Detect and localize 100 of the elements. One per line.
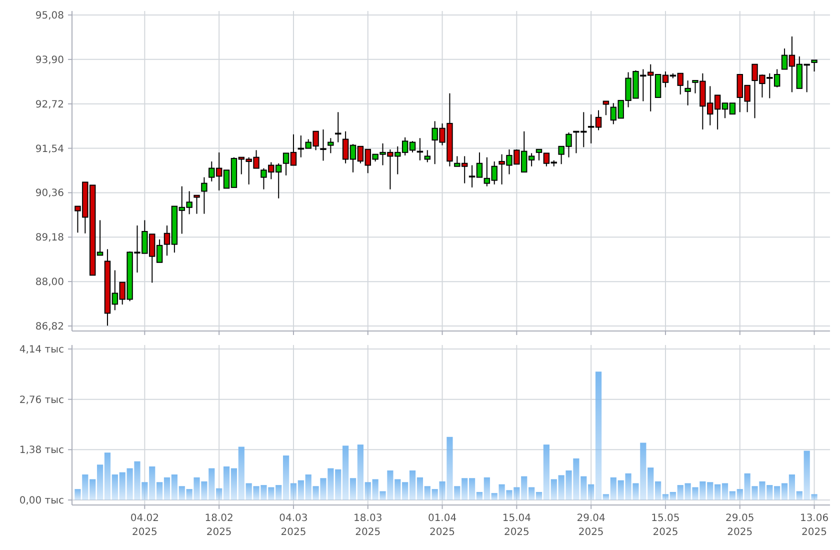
bar (402, 482, 408, 500)
bar (729, 491, 736, 500)
bar (722, 483, 728, 500)
bar (528, 487, 535, 500)
y-tick-label: 95,08 (35, 10, 64, 22)
candlestick (201, 176, 208, 214)
bar (766, 485, 773, 500)
bar (335, 469, 342, 500)
y-tick-label: 0,00 тыс (19, 496, 64, 506)
x-tick-label: 18.02 2025 (204, 513, 234, 538)
x-tick-label: 04.02 2025 (130, 513, 159, 538)
bar (223, 466, 230, 500)
bar (759, 481, 766, 500)
x-tick-label: 18.03 2025 (354, 513, 382, 538)
bar (305, 474, 312, 500)
bar (164, 477, 170, 500)
bar (216, 488, 222, 500)
x-tick-label: 29.05 2025 (726, 513, 754, 538)
bar (774, 486, 780, 500)
bar (104, 452, 111, 500)
candlestick (602, 100, 610, 116)
bar (142, 482, 148, 500)
bar (804, 450, 810, 500)
x-tick-label: 15.04 2025 (502, 513, 531, 538)
bar (387, 470, 394, 500)
bar (372, 479, 378, 500)
bar (514, 487, 520, 500)
bar (276, 485, 282, 500)
bar (692, 487, 698, 500)
bar (342, 446, 349, 500)
x-tick-label: 13.06 2025 (800, 513, 829, 538)
bar (416, 477, 424, 500)
bar (550, 479, 557, 500)
bar (640, 442, 646, 500)
bar (380, 491, 386, 500)
bar (670, 492, 676, 500)
bar (566, 470, 572, 500)
bar (684, 483, 691, 500)
bar (74, 489, 81, 500)
bar (506, 490, 512, 500)
x-tick-label: 15.05 2025 (651, 513, 680, 538)
bar (454, 486, 460, 500)
bar (432, 489, 438, 500)
bar (171, 474, 178, 500)
bar (618, 480, 624, 500)
bar (246, 483, 252, 500)
bar (468, 478, 476, 500)
bar (119, 472, 126, 500)
y-tick-label: 92,72 (35, 99, 64, 110)
bar (253, 486, 260, 500)
bar (521, 476, 528, 500)
bar (446, 436, 453, 500)
bar (156, 482, 163, 500)
candlestick (328, 138, 334, 154)
bar (491, 493, 498, 500)
y-tick-label: 91,54 (35, 144, 64, 155)
x-tick-label: 04.03 2025 (279, 513, 308, 538)
bar (543, 444, 550, 500)
bar (662, 494, 669, 500)
bar (312, 486, 319, 500)
candlestick (194, 194, 200, 214)
bar (328, 468, 334, 500)
bar (364, 482, 371, 500)
bar (186, 489, 192, 500)
bar (290, 483, 297, 500)
bar (320, 478, 326, 500)
bar (498, 484, 505, 500)
bar (700, 481, 706, 500)
bar (707, 482, 714, 500)
bar (201, 481, 208, 500)
bar (595, 372, 602, 500)
candlestick (684, 80, 691, 106)
bar (677, 485, 684, 500)
y-tick-label: 88,00 (35, 277, 64, 288)
bar (357, 444, 364, 500)
bar (230, 468, 238, 500)
y-tick-label: 1,38 тыс (19, 445, 64, 456)
candlestick (424, 150, 431, 163)
bar (149, 466, 156, 500)
bar (625, 473, 632, 500)
bar (96, 464, 104, 500)
bar (648, 468, 654, 500)
bar (811, 494, 818, 500)
bar (788, 474, 796, 500)
bar (588, 484, 594, 500)
bar (282, 456, 290, 500)
bar (238, 446, 244, 500)
bar (632, 483, 639, 500)
y-tick-label: 4,14 тыс (19, 344, 64, 356)
bar (796, 491, 802, 500)
bar (350, 478, 356, 500)
bar (781, 483, 788, 500)
y-tick-label: 93,90 (35, 54, 64, 66)
bar (714, 484, 721, 500)
bar (602, 494, 610, 500)
bar (82, 474, 88, 500)
bar (573, 458, 580, 500)
candlestick (320, 128, 326, 162)
x-tick-label: 29.04 2025 (576, 513, 606, 538)
bar (298, 480, 304, 500)
